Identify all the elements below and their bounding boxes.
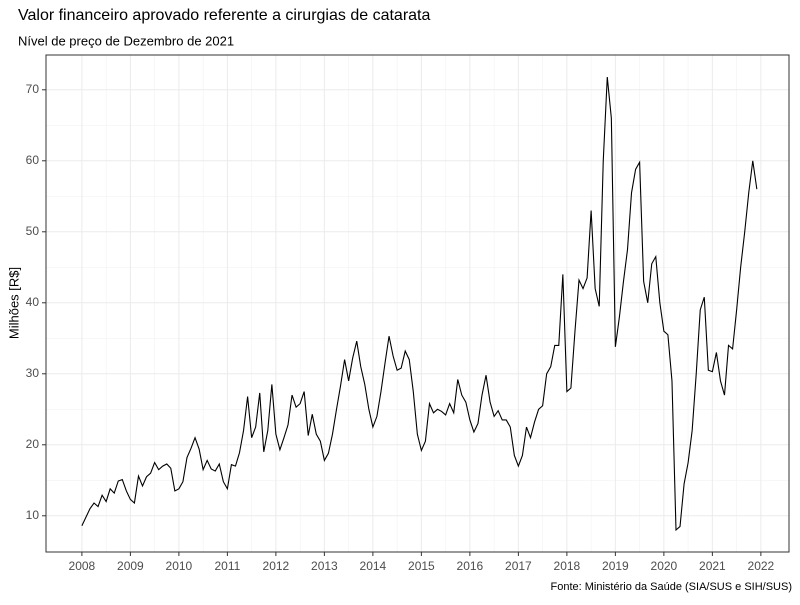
plot-border [45,54,790,553]
y-tick-label: 60 [26,153,40,167]
caption: Fonte: Ministério da Saúde (SIA/SUS e SI… [551,581,793,593]
x-tick-label: 2010 [166,559,193,573]
y-tick-label: 30 [26,366,40,380]
x-tick-label: 2008 [69,559,96,573]
y-tick-label: 10 [26,508,40,522]
chart-title: Valor financeiro aprovado referente a ci… [18,7,430,24]
x-tick-label: 2016 [457,559,484,573]
x-tick-label: 2015 [408,559,435,573]
x-tick-label: 2020 [651,559,678,573]
x-tick-label: 2013 [311,559,338,573]
y-tick-label: 50 [26,224,40,238]
x-tick-label: 2011 [214,559,240,573]
x-tick-label: 2009 [117,559,144,573]
y-tick-label: 40 [26,295,40,309]
x-tick-label: 2017 [505,559,532,573]
data-line [81,76,758,532]
x-tick-label: 2018 [554,559,581,573]
x-tick-label: 2022 [748,559,775,573]
x-tick-label: 2021 [699,559,726,573]
y-tick-label: 20 [26,437,40,451]
y-tick-label: 70 [26,82,40,96]
y-axis-label: Milhões [R$] [6,267,21,339]
x-tick-label: 2014 [360,559,387,573]
x-tick-label: 2019 [602,559,629,573]
x-tick-label: 2012 [263,559,290,573]
chart-subtitle: Nível de preço de Dezembro de 2021 [18,33,234,48]
